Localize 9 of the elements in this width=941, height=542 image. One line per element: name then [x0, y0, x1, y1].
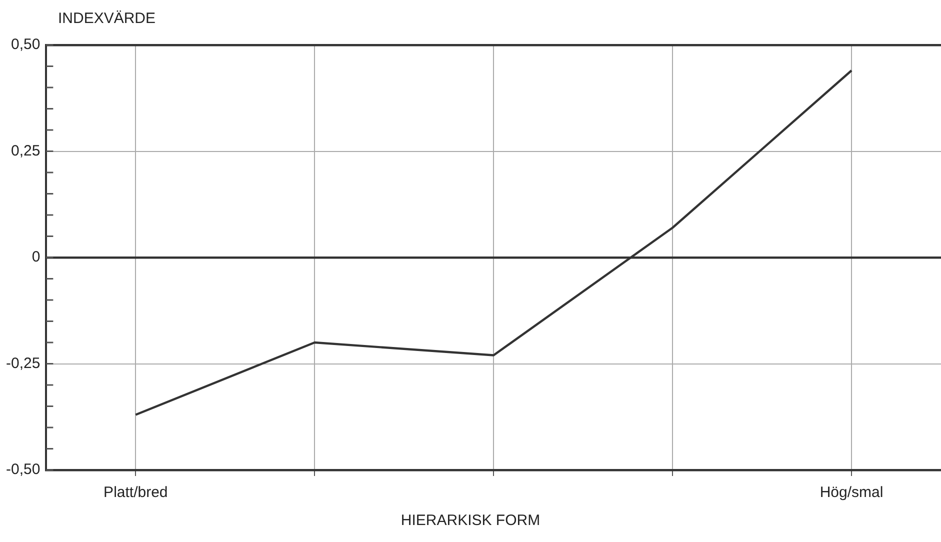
x-tick-label: Hög/smal — [820, 484, 884, 502]
y-axis-title: INDEXVÄRDE — [58, 10, 156, 27]
y-tick-label: 0,25 — [10, 142, 40, 160]
y-tick-label: 0,50 — [10, 36, 40, 54]
y-tick-label: 0 — [32, 248, 40, 266]
y-tick-label: -0,25 — [6, 354, 40, 372]
x-axis-title: HIERARKISK FORM — [400, 512, 542, 529]
y-tick-label: -0,50 — [6, 461, 40, 478]
x-tick-label: Platt/bred — [104, 484, 168, 502]
